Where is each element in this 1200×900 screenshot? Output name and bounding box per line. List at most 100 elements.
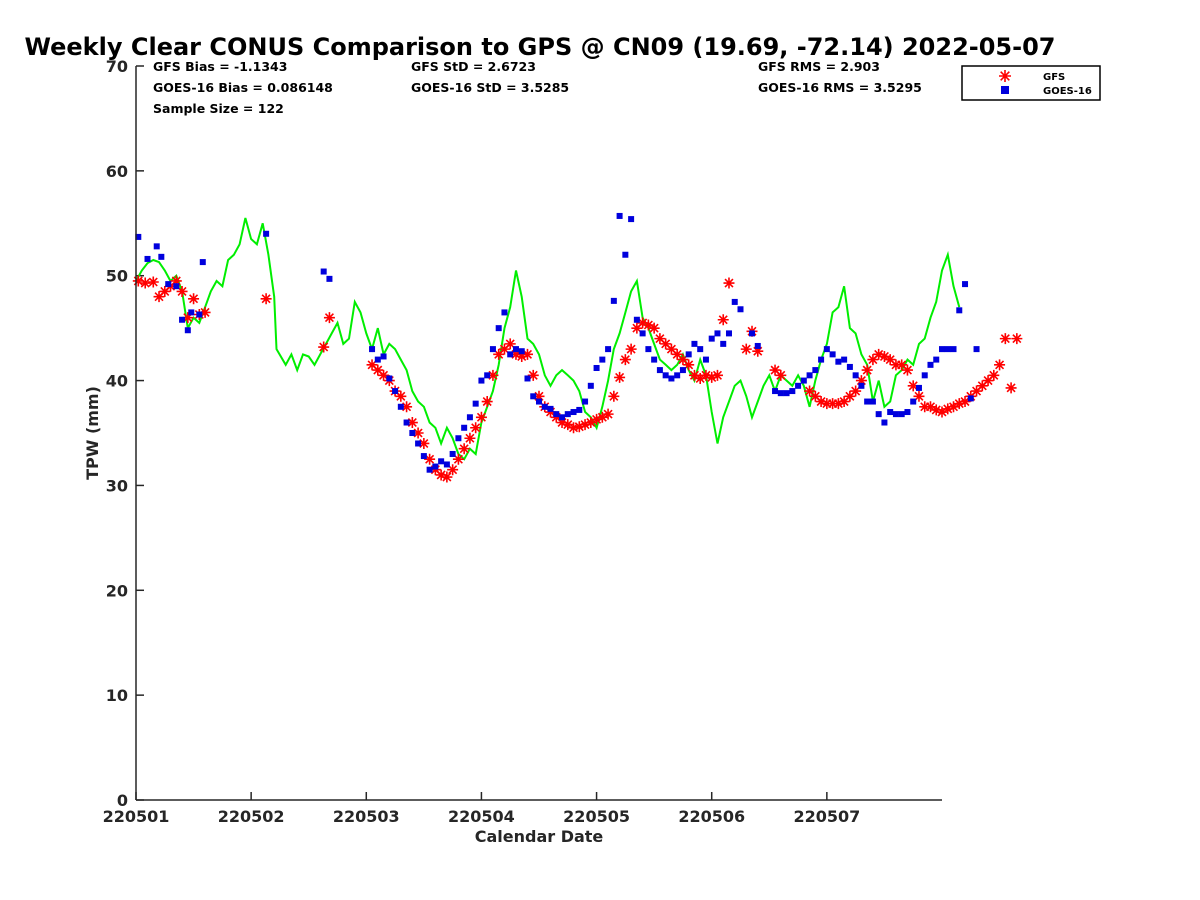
goes16-point [188,309,195,316]
gfs-point [625,343,637,355]
gfs-point [366,359,378,371]
gfs-point [890,359,902,371]
gps-line [135,217,961,461]
goes16-point [369,346,376,353]
x-tick-label: 220503 [333,807,400,826]
gfs-point [139,277,151,289]
goes16-point [199,259,206,266]
goes16-point [869,398,876,405]
data-series [132,212,1023,483]
goes16-point [420,453,427,460]
goes16-point [725,330,732,337]
gfs-point [896,359,908,371]
gfs-point [971,385,983,397]
gfs-point [924,401,936,413]
series-goes-16 [135,212,980,473]
gfs-point [901,364,913,376]
goes16-point [731,298,738,305]
goes16-point [165,281,172,288]
gfs-point [487,369,499,381]
goes16-point [263,230,270,237]
goes16-point [553,411,560,418]
gfs-point [132,275,144,287]
gfs-point [948,401,960,413]
goes16-point [944,346,951,353]
goes16-point [507,351,514,358]
gfs-point [913,390,925,402]
goes16-point [933,356,940,363]
goes16-point [881,419,888,426]
gfs-point [936,406,948,418]
gfs-point [596,411,608,423]
goes16-point [639,330,646,337]
series-gps [135,217,961,461]
gfs-point [424,453,436,465]
goes16-point [904,409,911,416]
gfs-point [401,401,413,413]
gfs-point [827,398,839,410]
gfs-point [619,354,631,366]
goes16-point [691,340,698,347]
gfs-point [648,322,660,334]
gfs-point [867,354,879,366]
goes16-point [714,330,721,337]
goes16-point [708,335,715,342]
goes16-point [783,390,790,397]
goes16-point [852,372,859,379]
gfs-point [821,398,833,410]
goes16-point [392,388,399,395]
goes16-point [455,435,462,442]
goes16-point [582,398,589,405]
goes16-point [610,297,617,304]
gfs-point [815,396,827,408]
gfs-point [665,343,677,355]
gfs-point [556,417,568,429]
y-tick-label: 30 [106,476,128,495]
goes16-point [466,414,473,421]
stat-gfs-rms: GFS RMS = 2.903 [758,59,880,74]
gfs-point [884,354,896,366]
gfs-point [654,333,666,345]
gfs-point [452,453,464,465]
gfs-point [953,398,965,410]
goes16-point [576,406,583,413]
gfs-point [545,406,557,418]
goes16-point [173,283,180,290]
gfs-point [832,398,844,410]
goes16-point [645,346,652,353]
gfs-point [591,413,603,425]
gfs-point [700,369,712,381]
gfs-point [769,364,781,376]
gfs-point [660,338,672,350]
legend-goes16-marker [1001,86,1009,94]
goes16-point [973,346,980,353]
gfs-point [475,411,487,423]
y-tick-label: 40 [106,372,128,391]
goes16-point [432,463,439,470]
goes16-point [754,342,761,349]
goes16-point [818,356,825,363]
gfs-point [481,396,493,408]
goes16-point [320,268,327,275]
gfs-point [688,369,700,381]
gfs-point [642,319,654,331]
gfs-point [188,293,200,305]
x-tick-label: 220504 [448,807,515,826]
goes16-point [386,375,393,382]
goes16-point [605,346,612,353]
goes16-point [449,450,456,457]
y-tick-label: 60 [106,162,128,181]
gfs-point [159,285,171,297]
legend-label: GOES-16 [1043,86,1092,97]
gfs-point [470,422,482,434]
gfs-point [378,369,390,381]
goes16-point [599,356,606,363]
goes16-point [564,411,571,418]
goes16-point [570,409,577,416]
gfs-point [510,348,522,360]
goes16-point [662,372,669,379]
goes16-point [426,466,433,473]
goes16-point [633,316,640,323]
goes16-point [518,348,525,355]
gfs-point [1011,333,1023,345]
